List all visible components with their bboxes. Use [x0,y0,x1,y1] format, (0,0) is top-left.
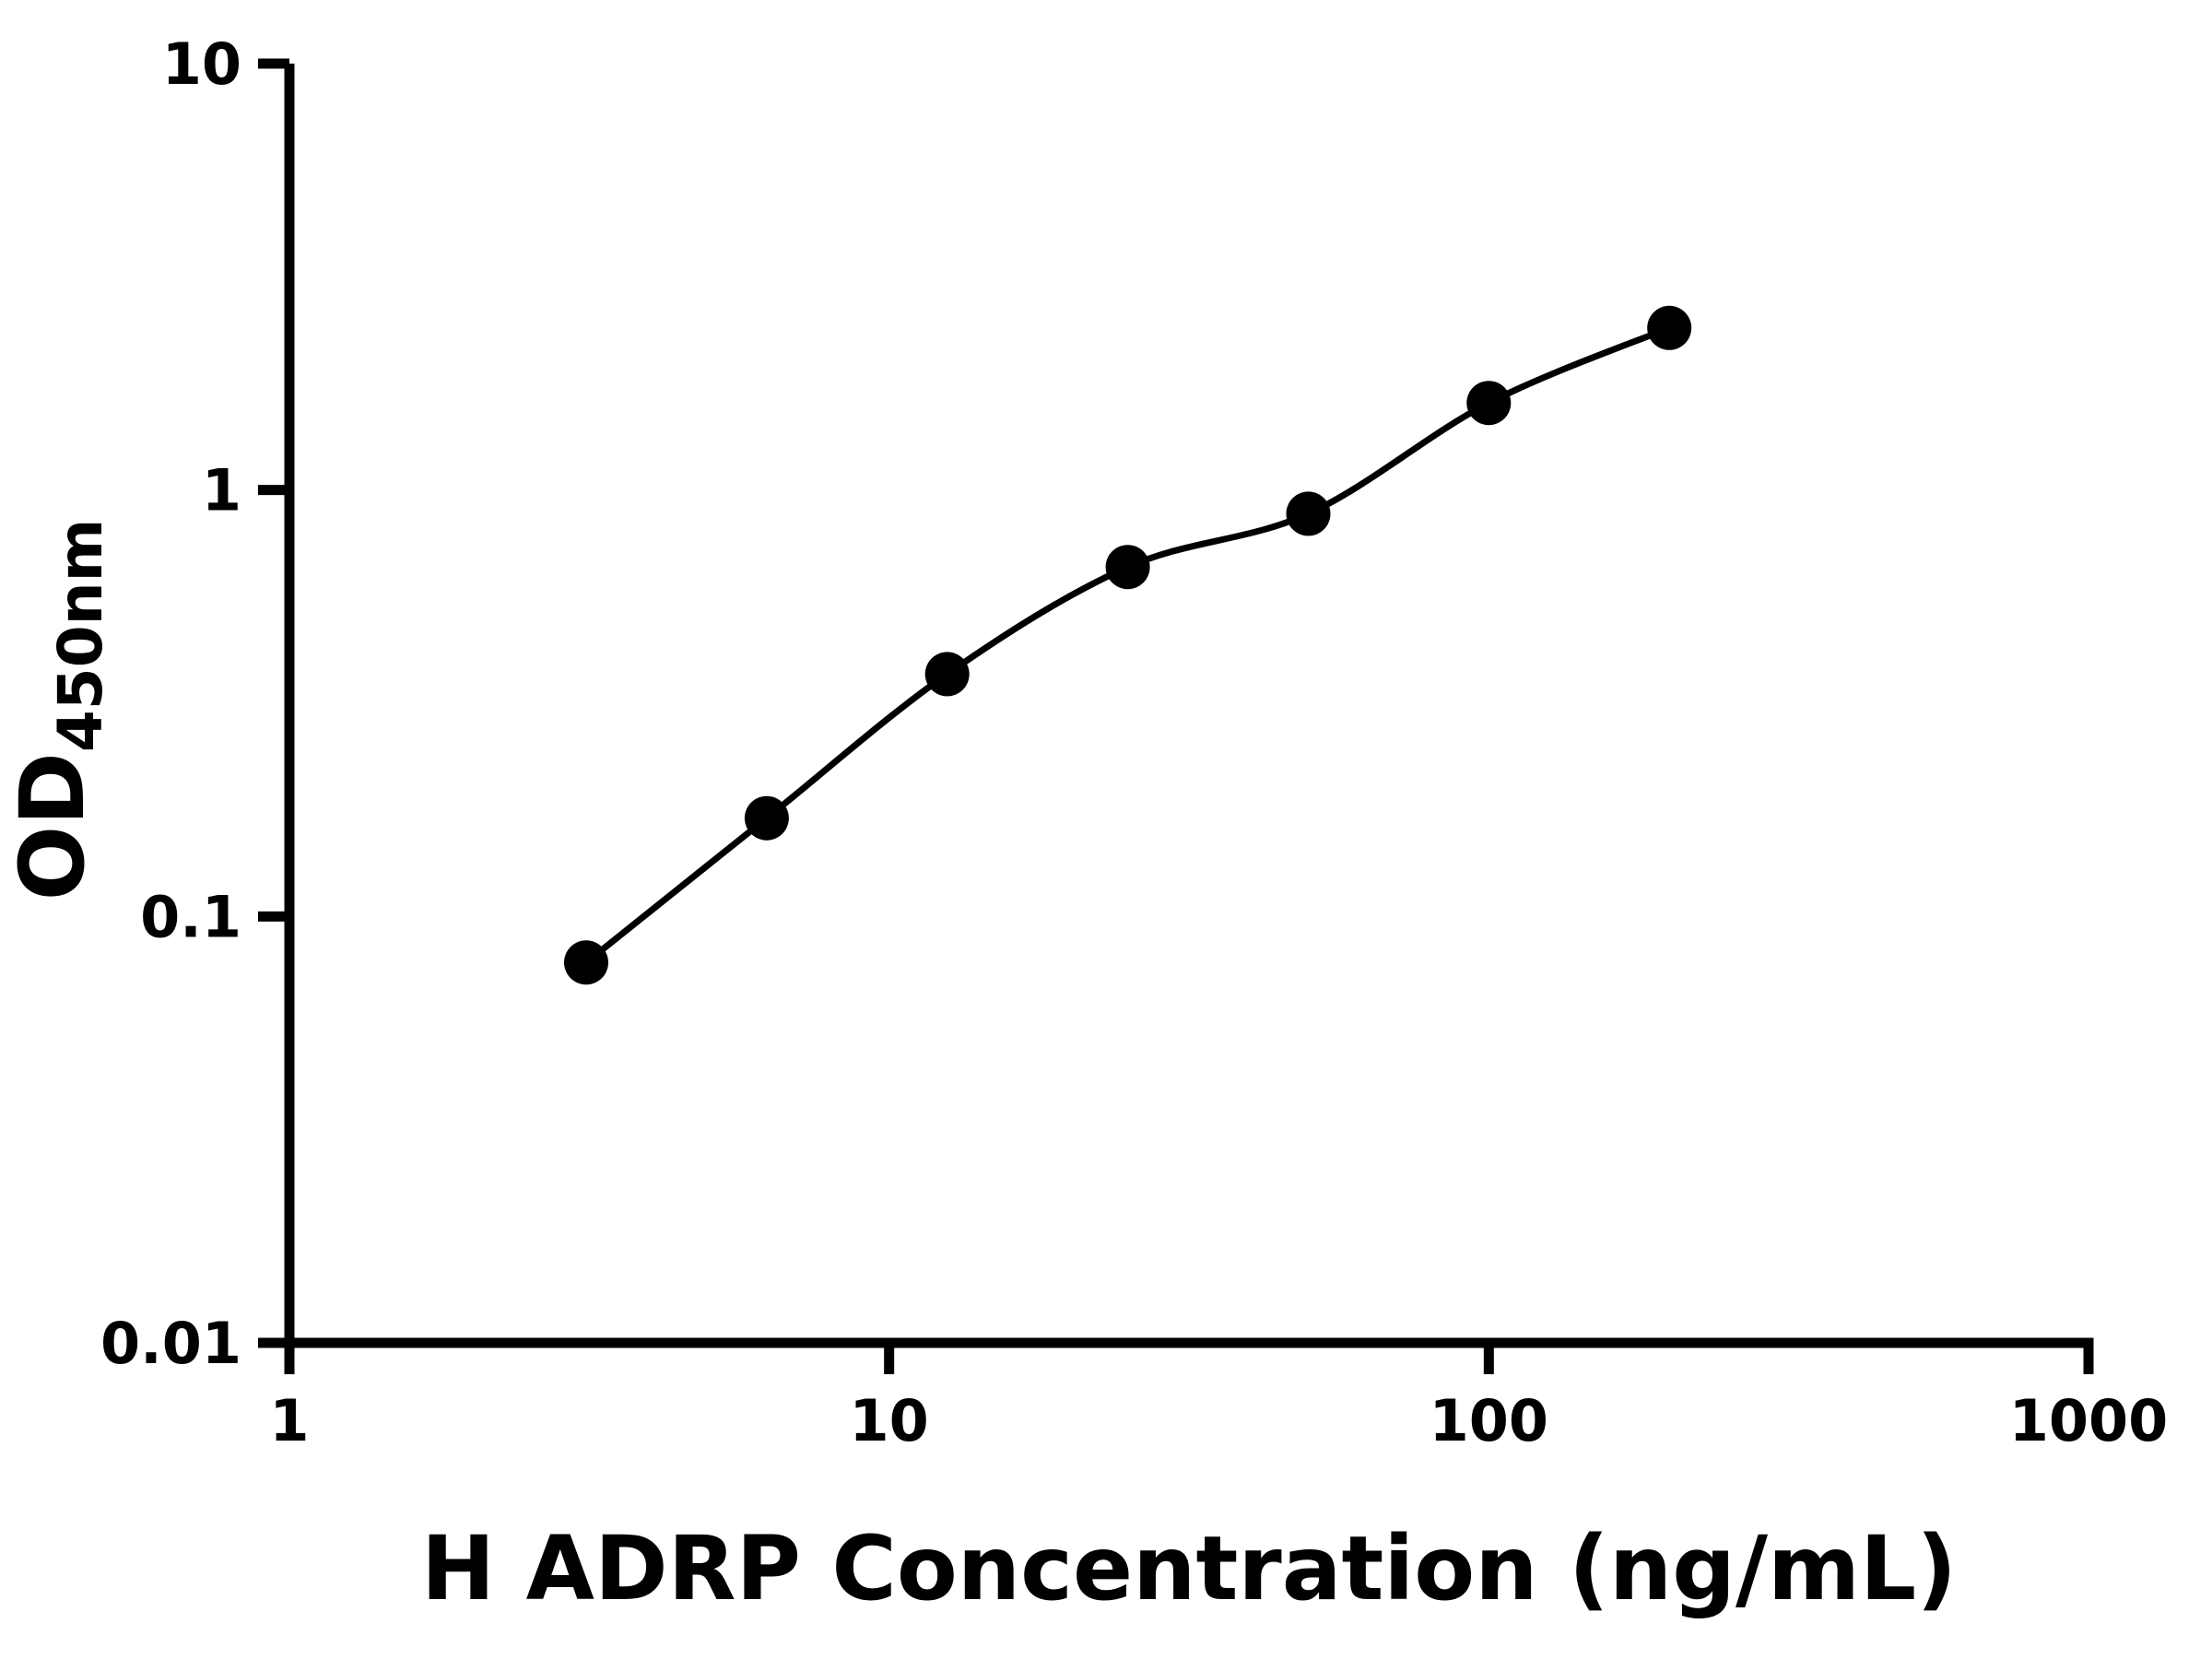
fit-curve [583,324,1671,966]
data-point-marker [924,652,970,697]
x-tick-label: 10 [850,1387,929,1454]
y-tick-label: 0.01 [100,1310,241,1377]
data-point-marker [1647,305,1692,350]
y-tick-label: 10 [162,30,241,98]
data-point-marker [1286,491,1331,536]
data-series [564,305,1692,985]
y-axis-title-sub: 450nm [45,519,116,753]
data-point-marker [564,940,608,985]
data-point-marker [1105,545,1150,590]
x-tick-label: 1 [269,1387,309,1454]
x-axis-title: H ADRP Concentration (ng/mL) [421,1517,1957,1620]
axes: 1 10 100 1000 10 1 0.1 0.01 [100,30,2168,1454]
x-tick-label: 1000 [2009,1387,2169,1454]
data-point-marker [1466,381,1512,426]
y-axis-title-main: OD [1,752,104,900]
y-axis-title: OD450nm [1,519,116,901]
data-point-marker [744,795,789,841]
y-tick-label: 1 [202,457,241,524]
x-tick-label: 100 [1430,1387,1548,1454]
y-tick-label: 0.1 [140,883,241,950]
